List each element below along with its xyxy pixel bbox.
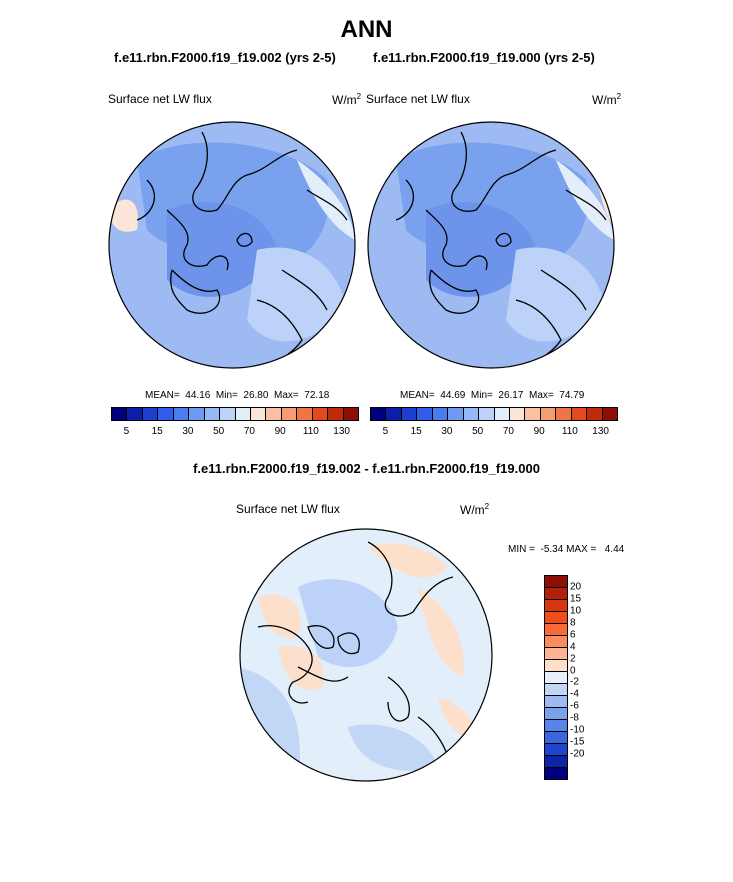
colorbar-tick-label: -6 xyxy=(570,700,579,712)
colorbar-swatch xyxy=(432,408,449,420)
colorbar-swatch xyxy=(545,708,567,720)
panel1-case-title: f.e11.rbn.F2000.f19_f19.002 (yrs 2-5) xyxy=(114,50,336,65)
colorbar-tick-label: -8 xyxy=(570,712,579,724)
difference-colorbar xyxy=(544,575,568,780)
panel2-variable-label: Surface net LW flux xyxy=(366,92,470,106)
colorbar-swatch xyxy=(204,408,221,420)
colorbar-swatch xyxy=(173,408,190,420)
colorbar-tick-label: 50 xyxy=(213,426,225,437)
colorbar-swatch xyxy=(545,684,567,696)
colorbar-swatch xyxy=(545,672,567,684)
colorbar-tick-label: 90 xyxy=(274,426,286,437)
colorbar-tick-label: 30 xyxy=(441,426,453,437)
colorbar-swatch xyxy=(556,408,572,420)
colorbar-swatch xyxy=(189,408,205,420)
panel1-stats: MEAN= 44.16 Min= 26.80 Max= 72.18 xyxy=(145,390,330,401)
colorbar-swatch xyxy=(545,768,567,779)
colorbar-tick-label: -10 xyxy=(570,724,585,736)
colorbar-swatch xyxy=(545,732,567,744)
colorbar-tick-label: 90 xyxy=(533,426,545,437)
colorbar-swatch xyxy=(587,408,603,420)
difference-units: W/m2 xyxy=(460,502,490,517)
colorbar-swatch xyxy=(571,408,588,420)
colorbar-swatch xyxy=(297,408,313,420)
colorbar-tick-label: -15 xyxy=(570,736,585,748)
colorbar-swatch xyxy=(545,660,567,672)
panel2-stats: MEAN= 44.69 Min= 26.17 Max= 74.79 xyxy=(400,390,585,401)
colorbar-swatch xyxy=(463,408,480,420)
colorbar-swatch xyxy=(525,408,541,420)
colorbar-tick-label: 6 xyxy=(570,629,576,641)
panel2-colorbar xyxy=(370,407,618,421)
colorbar-swatch xyxy=(371,408,387,420)
panel1-units: W/m2 xyxy=(332,92,362,107)
colorbar-swatch xyxy=(545,588,567,600)
colorbar-swatch xyxy=(545,624,567,636)
colorbar-tick-label: 70 xyxy=(243,426,255,437)
colorbar-tick-label: 70 xyxy=(502,426,514,437)
colorbar-swatch xyxy=(509,408,526,420)
difference-polar-map xyxy=(239,528,493,782)
colorbar-tick-label: -4 xyxy=(570,688,579,700)
colorbar-swatch xyxy=(479,408,495,420)
colorbar-tick-label: 5 xyxy=(382,426,389,437)
colorbar-swatch xyxy=(127,408,143,420)
colorbar-tick-label: 130 xyxy=(333,426,350,437)
colorbar-tick-label: 0 xyxy=(570,665,576,677)
colorbar-swatch xyxy=(266,408,282,420)
colorbar-tick-label: 4 xyxy=(570,641,576,653)
panel2-units: W/m2 xyxy=(592,92,622,107)
colorbar-swatch xyxy=(158,408,174,420)
panel2-case-title: f.e11.rbn.F2000.f19_f19.000 (yrs 2-5) xyxy=(373,50,595,65)
colorbar-tick-label: 15 xyxy=(151,426,163,437)
colorbar-swatch xyxy=(545,744,567,756)
colorbar-tick-label: -2 xyxy=(570,676,579,688)
colorbar-swatch xyxy=(545,636,567,648)
colorbar-swatch xyxy=(602,408,617,420)
colorbar-tick-label: 10 xyxy=(570,605,582,617)
colorbar-swatch xyxy=(545,648,567,660)
colorbar-swatch xyxy=(448,408,464,420)
colorbar-tick-label: 130 xyxy=(592,426,609,437)
colorbar-swatch xyxy=(540,408,557,420)
colorbar-swatch xyxy=(328,408,344,420)
colorbar-swatch xyxy=(545,696,567,708)
colorbar-tick-label: 110 xyxy=(302,426,319,437)
colorbar-swatch xyxy=(494,408,510,420)
panel1-variable-label: Surface net LW flux xyxy=(108,92,212,106)
colorbar-tick-label: 30 xyxy=(182,426,194,437)
colorbar-tick-label: 110 xyxy=(561,426,578,437)
colorbar-tick-label: 8 xyxy=(570,617,576,629)
colorbar-tick-label: 15 xyxy=(410,426,422,437)
colorbar-tick-label: 15 xyxy=(570,593,582,605)
colorbar-swatch xyxy=(545,600,567,612)
colorbar-swatch xyxy=(417,408,433,420)
colorbar-swatch xyxy=(112,408,128,420)
colorbar-tick-label: 20 xyxy=(570,581,582,593)
colorbar-tick-label: -20 xyxy=(570,748,585,760)
colorbar-swatch xyxy=(281,408,298,420)
difference-stats: MIN = -5.34 MAX = 4.44 xyxy=(508,544,625,555)
colorbar-swatch xyxy=(545,612,567,624)
difference-variable-label: Surface net LW flux xyxy=(236,502,340,516)
colorbar-swatch xyxy=(312,408,329,420)
colorbar-swatch xyxy=(545,576,567,588)
difference-title: f.e11.rbn.F2000.f19_f19.002 - f.e11.rbn.… xyxy=(193,461,540,476)
colorbar-swatch xyxy=(545,756,567,768)
panel1-colorbar xyxy=(111,407,359,421)
colorbar-swatch xyxy=(545,720,567,732)
colorbar-tick-label: 5 xyxy=(123,426,130,437)
panel1-polar-map xyxy=(108,121,356,369)
page-title: ANN xyxy=(340,16,393,43)
colorbar-tick-label: 50 xyxy=(472,426,484,437)
colorbar-swatch xyxy=(250,408,267,420)
panel2-polar-map xyxy=(367,121,615,369)
colorbar-swatch xyxy=(401,408,418,420)
colorbar-swatch xyxy=(220,408,236,420)
colorbar-swatch xyxy=(235,408,251,420)
colorbar-swatch xyxy=(343,408,358,420)
colorbar-swatch xyxy=(386,408,402,420)
colorbar-tick-label: 2 xyxy=(570,653,576,665)
colorbar-swatch xyxy=(142,408,159,420)
